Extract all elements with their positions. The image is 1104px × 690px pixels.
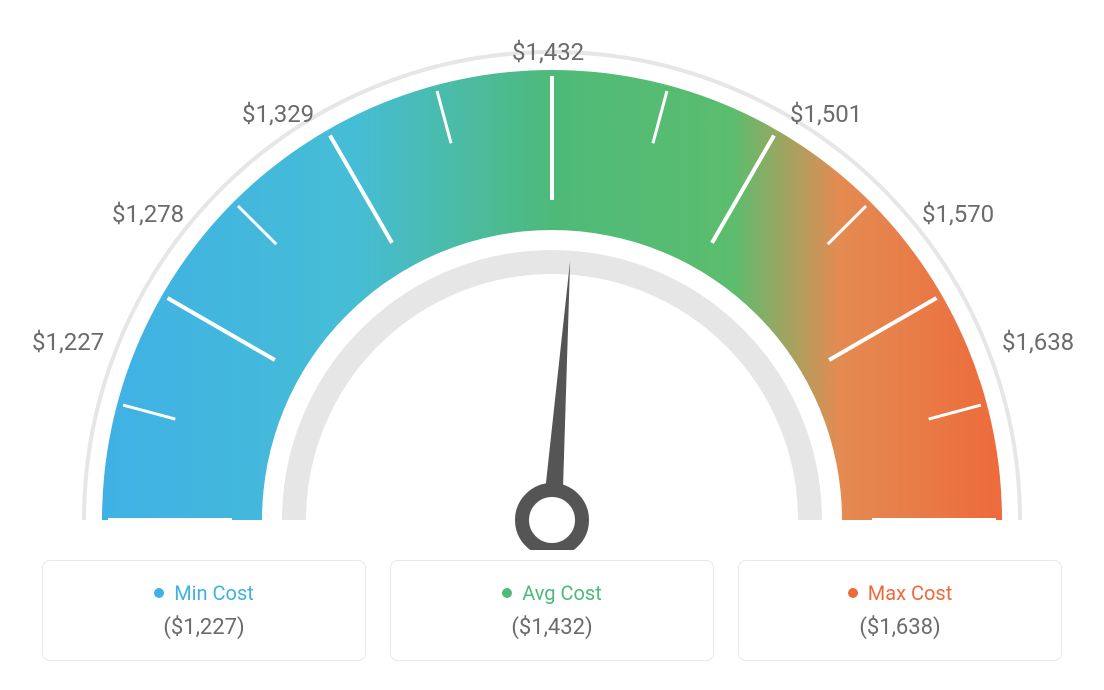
gauge-svg <box>42 30 1062 550</box>
avg-cost-card: Avg Cost ($1,432) <box>390 560 714 661</box>
gauge-tick-label: $1,227 <box>32 328 104 356</box>
min-cost-value: ($1,227) <box>43 615 365 640</box>
gauge-tick-label: $1,570 <box>922 200 994 228</box>
gauge-tick-label: $1,638 <box>1002 328 1074 356</box>
gauge-chart: $1,227$1,278$1,329$1,432$1,501$1,570$1,6… <box>42 30 1062 550</box>
max-cost-label: Max Cost <box>868 581 953 605</box>
avg-cost-title: Avg Cost <box>502 581 602 605</box>
min-cost-label: Min Cost <box>174 581 254 605</box>
avg-cost-value: ($1,432) <box>391 615 713 640</box>
avg-dot-icon <box>502 588 512 598</box>
gauge-tick-label: $1,278 <box>112 200 184 228</box>
max-dot-icon <box>848 588 858 598</box>
min-dot-icon <box>154 588 164 598</box>
max-cost-value: ($1,638) <box>739 615 1061 640</box>
gauge-tick-label: $1,329 <box>242 100 314 128</box>
min-cost-title: Min Cost <box>154 581 254 605</box>
avg-cost-label: Avg Cost <box>522 581 602 605</box>
gauge-tick-label: $1,501 <box>790 100 862 128</box>
summary-cards: Min Cost ($1,227) Avg Cost ($1,432) Max … <box>42 560 1062 661</box>
gauge-tick-label: $1,432 <box>512 38 584 66</box>
max-cost-card: Max Cost ($1,638) <box>738 560 1062 661</box>
min-cost-card: Min Cost ($1,227) <box>42 560 366 661</box>
max-cost-title: Max Cost <box>848 581 953 605</box>
